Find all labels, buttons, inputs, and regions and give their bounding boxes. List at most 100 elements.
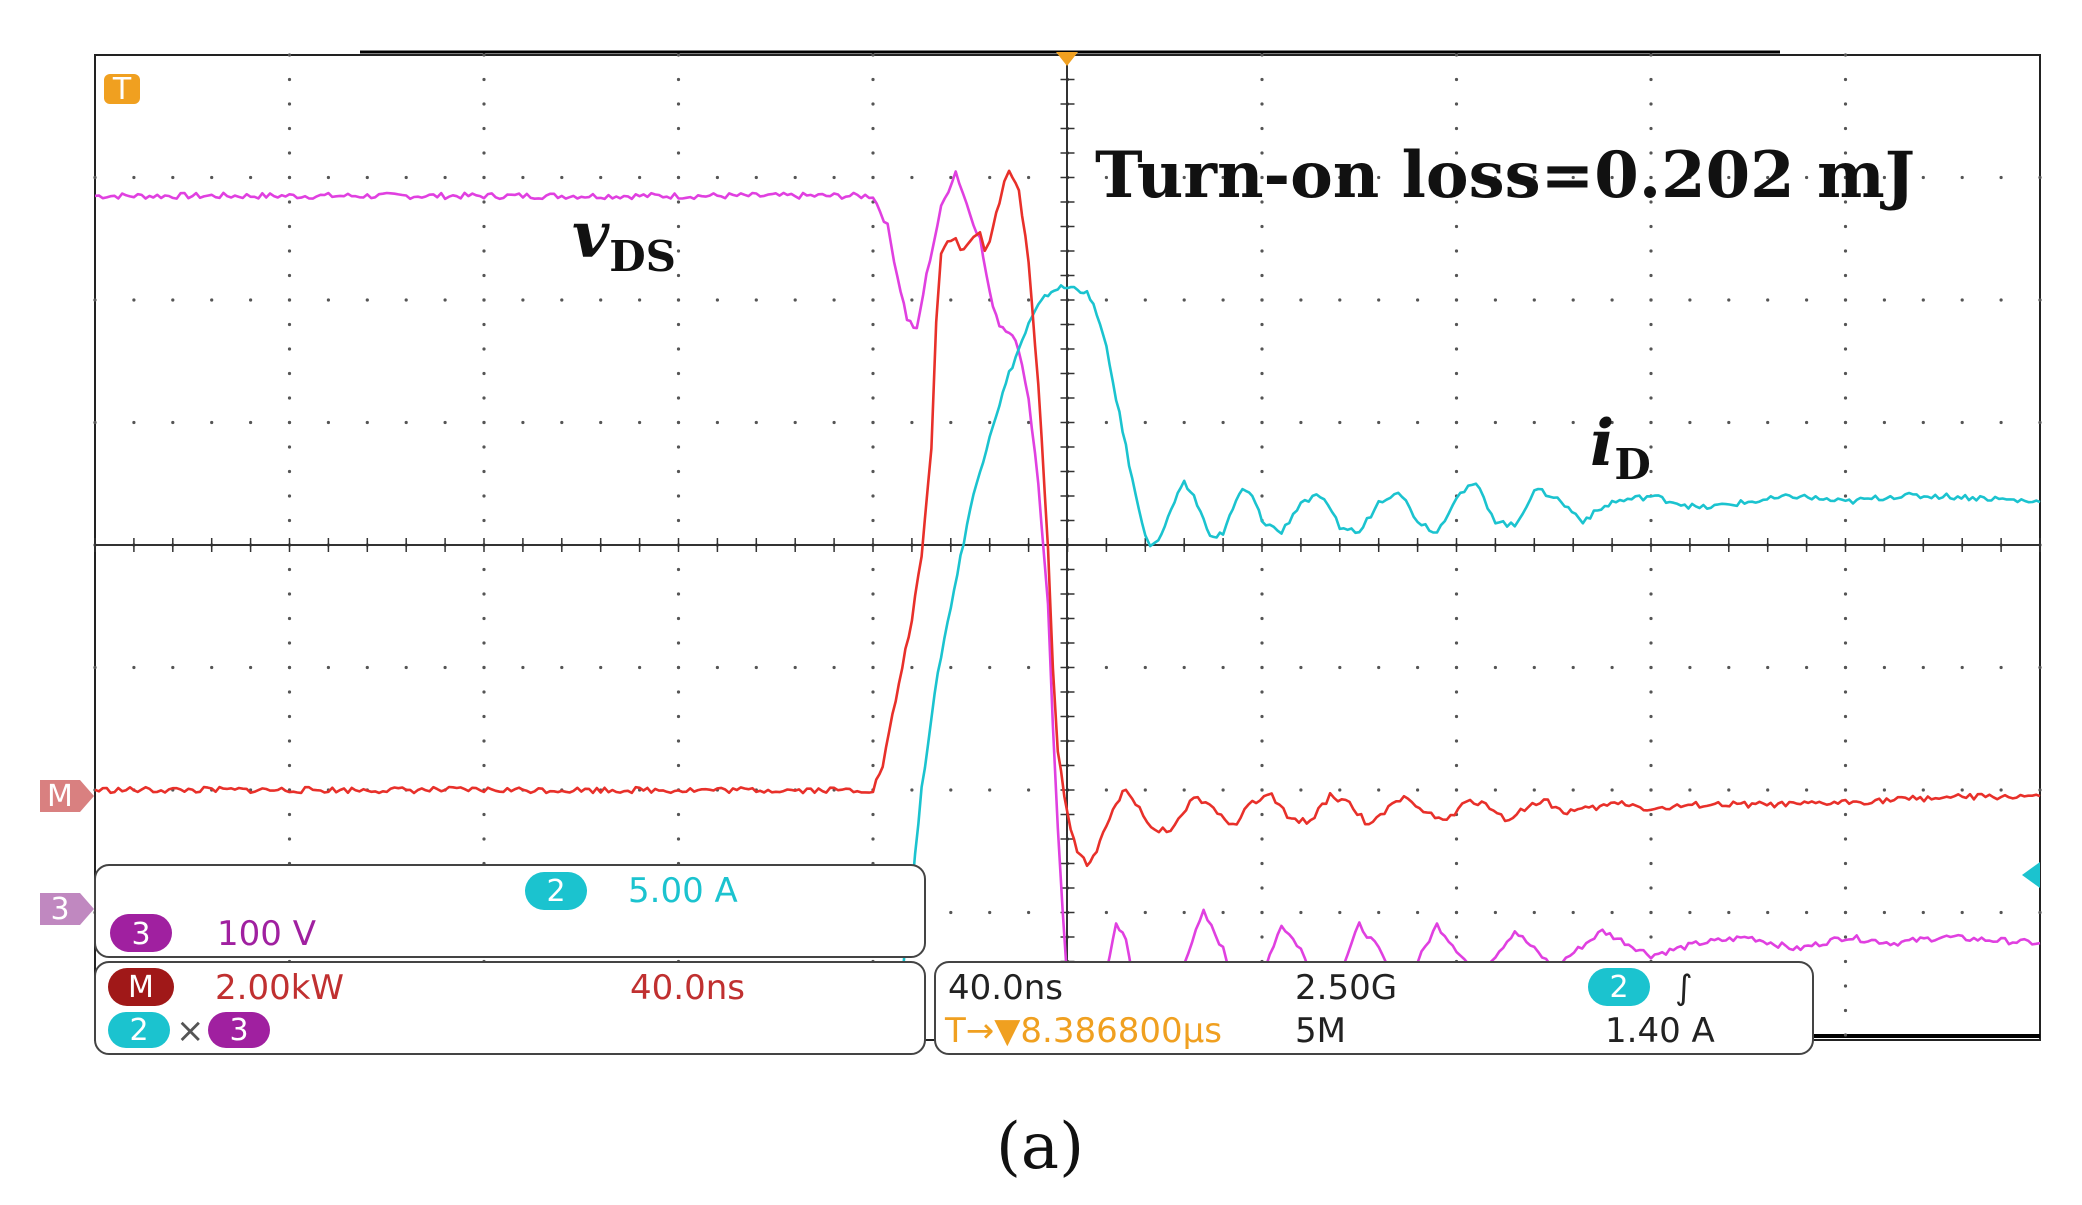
grid-dot: [1688, 910, 1692, 915]
grid-dot: [1649, 812, 1653, 817]
grid-dot: [1843, 151, 1848, 155]
grid-dot: [482, 518, 486, 523]
grid-dot: [1649, 151, 1653, 155]
grid-dot: [1649, 616, 1653, 621]
grid-dot: [482, 837, 486, 841]
grid-dot: [1104, 665, 1108, 670]
grid-dot: [1260, 788, 1264, 792]
grid-dot: [988, 788, 992, 792]
grid-dot: [1260, 837, 1264, 841]
grid-dot: [1493, 788, 1497, 792]
grid-dot: [1843, 126, 1848, 131]
grid-dot: [1143, 788, 1147, 792]
grid-dot: [1688, 298, 1692, 302]
grid-dot: [1260, 175, 1264, 180]
grid-dot: [1532, 298, 1536, 302]
grid-dot: [871, 420, 875, 425]
grid-dot: [1843, 763, 1848, 768]
axis-ticks: [94, 54, 2041, 1036]
grid-dot: [1454, 837, 1459, 841]
grid-dot: [1921, 298, 1925, 302]
grid-dot: [326, 298, 330, 302]
grid-dot: [1299, 175, 1303, 180]
grid-dot: [1221, 665, 1225, 670]
svg-text:3: 3: [131, 917, 150, 952]
grid-dot: [871, 567, 875, 572]
grid-dot: [1416, 788, 1420, 792]
grid-dot: [988, 420, 992, 425]
grid-dot: [1727, 665, 1731, 670]
grid-dot: [1221, 298, 1225, 302]
grid-dot: [404, 175, 408, 180]
grid-dot: [1260, 690, 1264, 694]
grid-dot: [482, 420, 486, 425]
grid-dot: [1027, 665, 1031, 670]
grid-dot: [1649, 347, 1653, 351]
grid-dot: [1843, 469, 1848, 474]
math-expr-ch2: [108, 1012, 170, 1048]
grid-dot: [1260, 567, 1264, 572]
grid-dot: [2038, 665, 2042, 670]
grid-dot: [1766, 298, 1770, 302]
grid-dot: [676, 763, 681, 768]
grid-dot: [871, 249, 875, 253]
grid-dot: [1649, 861, 1653, 866]
grid-dot: [365, 175, 369, 180]
grid-dot: [599, 175, 603, 180]
grid-dot: [287, 469, 292, 474]
grid-dot: [482, 224, 486, 229]
grid-dot: [1921, 420, 1925, 425]
grid-dot: [1843, 53, 1848, 57]
grid-dot: [1766, 420, 1770, 425]
grid-dot: [287, 739, 292, 743]
grid-dot: [988, 910, 992, 915]
grid-dot: [1649, 910, 1653, 915]
grid-dot: [1843, 714, 1848, 719]
grid-dot: [1299, 298, 1303, 302]
grid-dot: [1454, 714, 1459, 719]
grid-dot: [287, 714, 292, 719]
grid-dot: [1221, 420, 1225, 425]
grid-dot: [1260, 77, 1264, 82]
grid-dot: [1260, 665, 1264, 670]
grid-dot: [1649, 224, 1653, 229]
grid-dot: [1727, 910, 1731, 915]
grid-dot: [1454, 567, 1459, 572]
trigger-marker-label: T: [112, 72, 132, 107]
grid-dot: [1260, 371, 1264, 376]
grid-dot: [287, 420, 292, 425]
grid-dot: [1649, 690, 1653, 694]
grid-dot: [676, 567, 681, 572]
grid-dot: [1454, 102, 1459, 106]
grid-dot: [871, 53, 875, 57]
grid-dot: [1027, 420, 1031, 425]
grid-dot: [871, 322, 875, 327]
grid-dot: [1260, 249, 1264, 253]
grid-dot: [910, 175, 914, 180]
grid-dot: [171, 298, 175, 302]
grid-dot: [560, 298, 564, 302]
grid-dot: [1454, 126, 1459, 131]
grid-dot: [1571, 298, 1575, 302]
grid-dot: [871, 518, 875, 523]
grid-dot: [365, 298, 369, 302]
grid-dot: [832, 175, 836, 180]
grid-dot: [1843, 592, 1848, 596]
grid-dot: [1377, 910, 1381, 915]
grid-dot: [871, 175, 875, 180]
trig-source-badge: [1588, 968, 1650, 1006]
grid-dot: [1571, 175, 1575, 180]
grid-dot: [1649, 420, 1653, 425]
grid-dot: [1532, 910, 1536, 915]
grid-dot: [482, 494, 486, 498]
grid-dot: [482, 665, 486, 670]
grid-dot: [482, 322, 486, 327]
grid-dot: [1182, 175, 1186, 180]
grid-dot: [1027, 175, 1031, 180]
grid-dot: [287, 690, 292, 694]
grid-dot: [1921, 175, 1925, 180]
grid-dot: [482, 690, 486, 694]
grid-dot: [1182, 298, 1186, 302]
grid-dot: [210, 420, 214, 425]
grid-dot: [676, 690, 681, 694]
